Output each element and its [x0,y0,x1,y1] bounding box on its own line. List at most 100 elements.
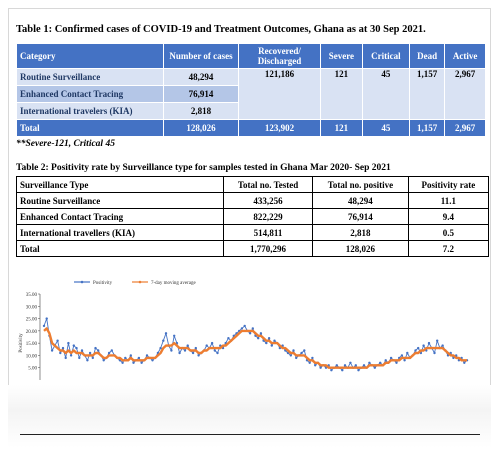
tested-cell: 822,229 [222,208,314,225]
positivity-point [86,359,89,362]
positivity-point [267,337,271,340]
positivity-point [433,351,436,355]
positivity-point [441,344,444,347]
table1-footnote: **Severe-121, Critical 45 [16,139,115,149]
y-axis-label: Positivity [19,333,24,353]
table2: Surveillance Type Total no. Tested Total… [16,176,490,257]
active-cell: 2,967 [444,119,486,137]
positivity-point [110,349,114,352]
table-row: International travellers (KIA) 514,811 2… [16,224,490,241]
positivity-point [357,369,360,372]
positivity-point [107,351,111,355]
positivity-point [354,364,357,367]
y-tick-label: 5.00 [28,367,37,372]
recovered-cell: 123,902 [238,119,321,137]
positivity-point [75,346,78,350]
positive-cell: 2,818 [312,224,409,241]
positivity-point [216,351,219,355]
table2-caption: Table 2: Positivity rate by Surveillance… [16,163,391,173]
positivity-point [97,349,100,352]
positivity-point [162,339,165,342]
positivity-point [243,324,246,328]
positivity-point [436,339,439,342]
positivity-point [159,346,162,350]
positivity-point [64,356,67,360]
positivity-point [248,332,252,335]
positivity-point [373,366,376,369]
critical-cell: 45 [361,68,411,120]
positivity-point [389,356,393,360]
type-cell: Enhanced Contact Tracing [16,208,224,225]
positivity-point [191,351,195,355]
positivity-point [137,356,141,360]
y-tick-label: 25.00 [26,318,38,323]
positivity-point [259,332,263,335]
t1-header-critical: Critical [361,43,411,69]
tested-cell: 1,770,296 [222,240,314,257]
positivity-point [257,337,260,340]
t1-header-active: Active [444,43,486,69]
page-bottom-fade [8,385,491,448]
cases-cell: 128,026 [163,119,239,137]
positivity-series-line [43,318,468,371]
positivity-point [61,346,65,350]
positivity-point [308,361,311,364]
positivity-point [194,346,197,350]
positivity-point [265,341,268,345]
positivity-point [311,356,314,360]
positivity-point [213,349,216,352]
critical-cell: 45 [361,119,411,137]
positivity-point [406,351,409,355]
legend-marker-1 [138,280,142,284]
positivity-point [303,349,306,352]
category-cell: Routine Surveillance [16,68,164,86]
rate-cell: 11.1 [407,192,490,209]
positivity-chart-svg: 5.00 10.00 15.00 20.00 25.00 30.00 35.00 Positi… [19,280,469,380]
tested-cell: 514,811 [222,224,314,241]
positivity-point [140,361,143,364]
cases-cell: 76,914 [163,85,239,103]
t1-header-recovered: Recovered/ Discharged [238,43,321,69]
type-cell: International travellers (KIA) [16,224,224,241]
category-cell: Total [16,119,164,137]
positive-cell: 76,914 [312,208,409,225]
recovered-cell: 121,186 [238,68,321,120]
positivity-point [205,344,208,347]
positivity-point [178,351,181,355]
positivity-point [343,364,347,367]
positivity-point [145,354,149,357]
table-row: Enhanced Contact Tracing 76,914 [16,85,486,103]
t1-header-dead: Dead [408,43,446,69]
positivity-point [295,356,298,360]
dead-cell: 1,157 [408,119,446,137]
type-cell: Total [16,240,224,257]
t2-header-tested: Total no. Tested [222,176,314,193]
positivity-point [124,356,127,360]
cases-cell: 48,294 [163,68,239,86]
positivity-point [240,327,244,330]
positivity-point [227,337,230,340]
t1-header-severe: Severe [320,43,363,69]
positivity-point [300,351,303,355]
y-tick-label: 15.00 [26,342,38,347]
positive-cell: 48,294 [312,192,409,209]
positivity-point [289,354,292,357]
t2-header-type: Surveillance Type [16,176,224,193]
y-tick-label: 35.00 [26,293,38,298]
positivity-point [319,366,322,369]
cases-cell: 2,818 [163,102,239,120]
t2-header-rate: Positivity rate [407,176,490,193]
positivity-point [210,341,214,345]
table1-caption: Table 1: Confirmed cases of COVID-19 and… [16,24,426,35]
positivity-point [384,359,387,362]
positivity-point [59,351,62,355]
positivity-point [91,356,95,360]
positivity-point [102,359,105,362]
positivity-point [270,344,273,347]
positivity-point [335,364,338,367]
positivity-point [80,349,84,352]
severe-cell: 121 [320,119,363,137]
positivity-point [422,344,425,347]
moving-average-series-line [43,327,467,369]
positivity-point [362,364,366,367]
